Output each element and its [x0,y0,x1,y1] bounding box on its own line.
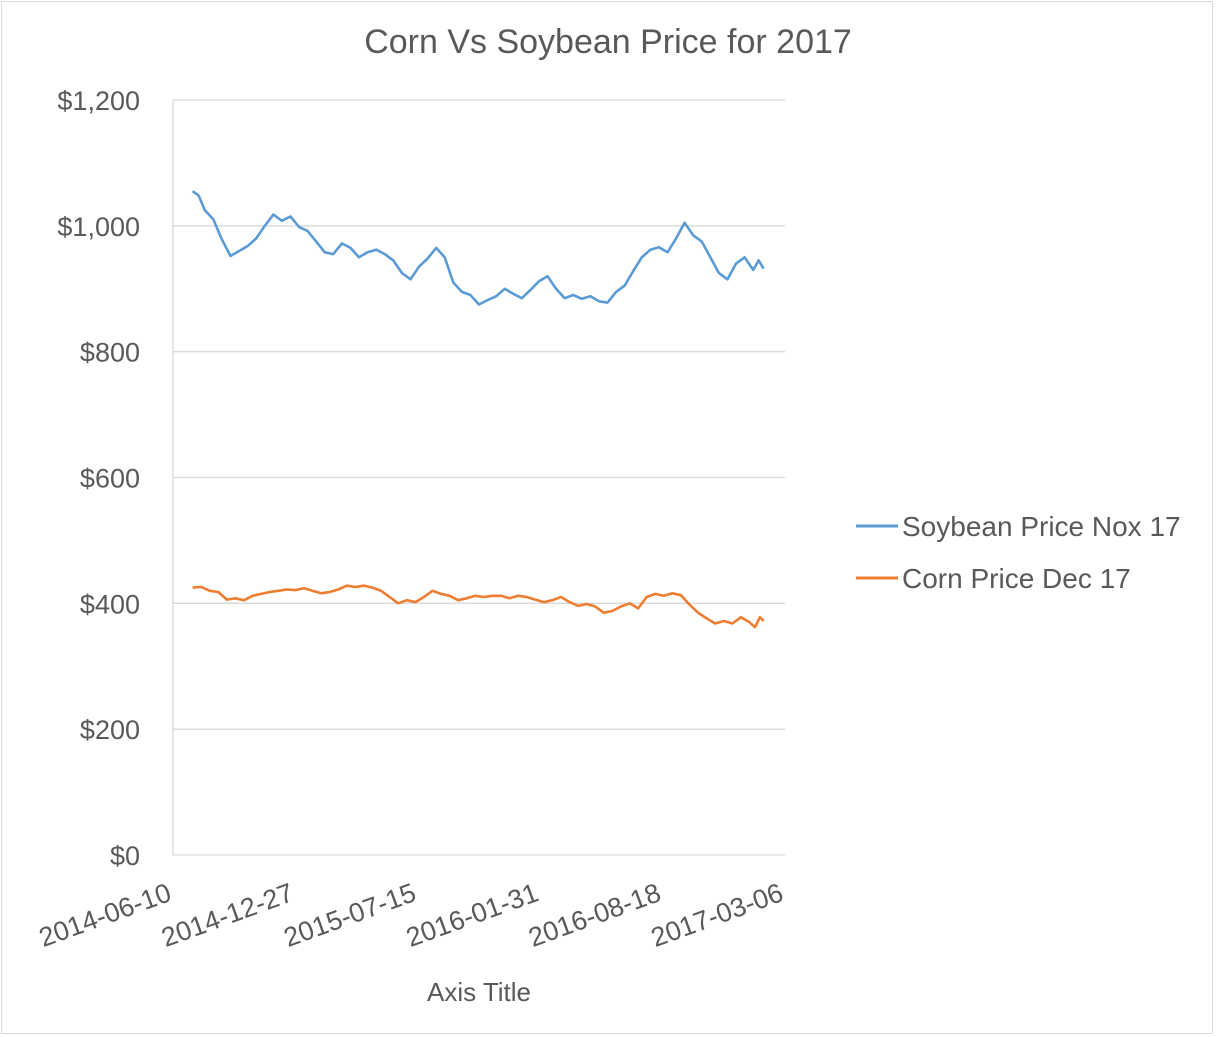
gridlines [172,99,785,856]
y-tick-label: $400 [80,589,140,619]
series-line-corn [192,584,765,629]
y-tick-label: $600 [80,464,140,494]
y-tick-label: $800 [80,338,140,368]
x-axis-tick-labels: 2014-06-102014-12-272015-07-152016-01-31… [35,877,787,952]
series-lines [191,190,765,629]
y-tick-label: $1,000 [57,212,140,242]
series-line-soybean [191,190,765,306]
legend-label: Soybean Price Nox 17 [902,511,1181,542]
x-tick-label: 2016-01-31 [402,877,542,952]
legend-label: Corn Price Dec 17 [902,563,1131,594]
x-tick-label: 2014-12-27 [157,877,297,952]
y-axis-tick-labels: $0 $200 $400 $600 $800 $1,000 $1,200 [57,86,140,871]
legend: Soybean Price Nox 17 Corn Price Dec 17 [856,511,1181,594]
x-tick-label: 2015-07-15 [280,877,420,952]
y-tick-label: $0 [110,841,140,871]
y-tick-label: $200 [80,715,140,745]
chart-title: Corn Vs Soybean Price for 2017 [364,23,852,61]
x-tick-label: 2016-08-18 [525,877,665,952]
x-axis-title: Axis Title [427,977,531,1007]
y-tick-label: $1,200 [57,86,140,116]
x-tick-label: 2014-06-10 [35,877,175,952]
x-tick-label: 2017-03-06 [647,877,787,952]
